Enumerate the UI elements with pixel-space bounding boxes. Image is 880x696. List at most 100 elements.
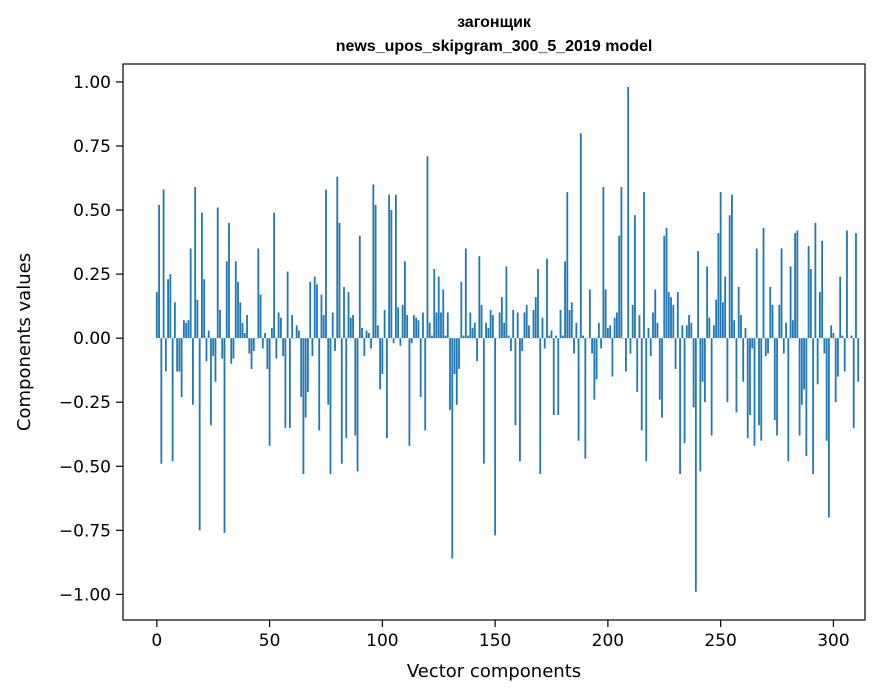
bar xyxy=(703,338,706,403)
bar xyxy=(654,289,657,339)
bar xyxy=(767,338,769,354)
bar xyxy=(715,299,718,339)
bar xyxy=(347,292,350,339)
bar xyxy=(539,338,542,474)
bar xyxy=(385,338,388,439)
bar xyxy=(327,338,330,405)
x-tick-label: 0 xyxy=(151,631,162,651)
bar xyxy=(440,312,442,339)
bar xyxy=(789,266,792,339)
bar xyxy=(300,338,303,398)
bar xyxy=(812,338,815,474)
bar xyxy=(841,335,844,339)
bar xyxy=(246,315,248,339)
bar xyxy=(449,338,451,410)
bar xyxy=(277,312,280,339)
bar xyxy=(537,268,539,339)
bar xyxy=(381,338,384,375)
bar xyxy=(241,322,244,339)
bar xyxy=(266,338,269,369)
bar xyxy=(376,325,379,339)
bar xyxy=(751,338,754,349)
bar xyxy=(228,222,230,339)
bar xyxy=(248,338,251,354)
bar xyxy=(516,312,519,339)
bar xyxy=(649,338,652,357)
bar xyxy=(519,338,521,462)
y-tick-label: −0.50 xyxy=(59,457,111,477)
chart-title-line2: news_upos_skipgram_300_5_2019 model xyxy=(336,38,653,55)
bar xyxy=(758,338,760,426)
bar xyxy=(785,322,787,339)
bar xyxy=(505,266,508,339)
bar xyxy=(482,338,485,464)
bar xyxy=(796,230,799,339)
bar xyxy=(320,294,323,339)
bar xyxy=(203,279,206,339)
bar xyxy=(264,333,266,339)
bar xyxy=(733,320,736,339)
bar xyxy=(494,338,497,536)
bar xyxy=(631,304,634,339)
bar xyxy=(210,338,212,426)
bar xyxy=(595,338,598,380)
bar xyxy=(307,338,309,392)
bar xyxy=(352,315,354,339)
bar xyxy=(658,338,661,400)
bar xyxy=(616,312,618,339)
bar xyxy=(778,304,781,339)
y-tick-label: 0.75 xyxy=(73,137,111,157)
bar xyxy=(478,256,481,339)
bar xyxy=(442,289,445,339)
bar xyxy=(435,312,438,339)
bar xyxy=(273,212,275,339)
bar xyxy=(257,248,260,339)
bar xyxy=(830,325,833,339)
bar xyxy=(201,212,203,339)
bar xyxy=(291,315,294,339)
bar xyxy=(663,235,666,339)
bar xyxy=(404,261,406,339)
bar xyxy=(173,302,176,339)
bar xyxy=(577,338,580,441)
bar xyxy=(676,292,679,339)
bar xyxy=(735,338,738,413)
bar xyxy=(399,338,402,346)
bar xyxy=(284,338,287,428)
bar xyxy=(424,338,427,431)
bar xyxy=(579,133,582,339)
bar xyxy=(243,333,246,339)
bar xyxy=(731,194,733,339)
bar xyxy=(358,235,361,339)
bar xyxy=(489,309,492,339)
bar xyxy=(690,322,693,339)
bar xyxy=(514,338,517,426)
bar xyxy=(744,327,747,339)
bar xyxy=(318,338,321,431)
bar xyxy=(814,222,817,339)
y-tick-label: −0.75 xyxy=(59,521,111,541)
bar xyxy=(225,261,228,339)
bar xyxy=(776,338,778,436)
bar xyxy=(588,289,591,339)
bar xyxy=(643,192,645,339)
bar xyxy=(688,315,690,339)
bar xyxy=(773,338,776,421)
bar xyxy=(742,338,745,382)
bar xyxy=(363,338,366,357)
bar xyxy=(458,338,460,369)
bar xyxy=(584,338,587,459)
bar xyxy=(850,335,853,339)
bar xyxy=(182,320,185,339)
bar xyxy=(316,284,318,339)
bar xyxy=(331,312,334,339)
y-tick-label: 1.00 xyxy=(73,73,111,93)
bar xyxy=(852,338,855,428)
bar xyxy=(787,338,790,462)
bar xyxy=(374,204,377,339)
bar xyxy=(855,233,857,339)
bar xyxy=(832,333,835,339)
bar xyxy=(764,338,767,357)
bar xyxy=(652,312,654,339)
